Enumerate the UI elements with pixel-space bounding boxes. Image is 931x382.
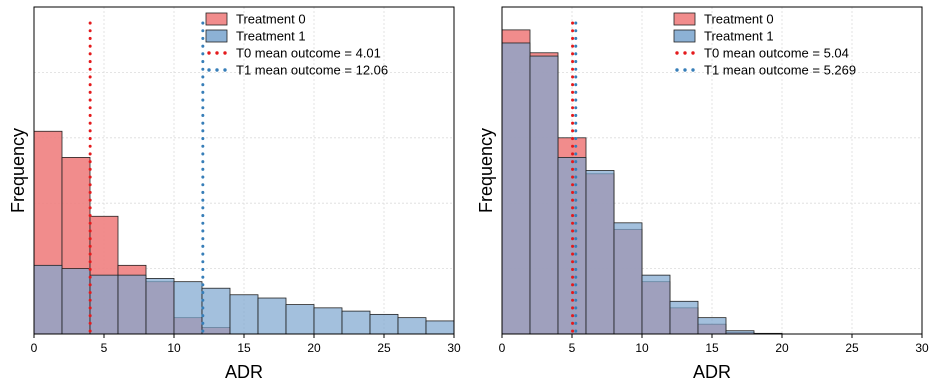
legend-swatch-0 [205,12,228,26]
bar-treatment1-bin-7 [697,317,727,335]
legend-label: Treatment 1 [704,29,774,44]
bar-treatment1-bin-2 [89,274,119,335]
legend-dot-2-1 [683,51,687,55]
x-axis-label: ADR [225,362,263,382]
legend-dot-3-0 [207,68,211,72]
bar-treatment1-bin-10 [313,307,343,335]
bar-treatment1-bin-11 [341,310,371,335]
legend-dot-2-1 [215,51,219,55]
bar-treatment1-bin-14 [425,320,455,335]
y-axis-label: Frequency [476,128,496,213]
legend-dot-3-1 [215,68,219,72]
legend-swatch-1 [205,29,228,43]
legend-swatch-1 [673,29,696,43]
legend-label: T1 mean outcome = 12.06 [236,63,388,78]
bar-treatment1-bin-1 [61,268,91,335]
bar-treatment1-bin-3 [117,274,147,335]
legend-dot-3-1 [683,68,687,72]
bar-treatment1-bin-3 [585,170,615,335]
legend-dot-2-0 [675,51,679,55]
legend-swatch-0 [673,12,696,26]
bar-treatment1-bin-12 [369,313,399,335]
legend-dot-2-2 [691,51,695,55]
bar-treatment1-bin-0 [33,264,63,335]
bar-treatment1-bin-6 [201,287,231,335]
bar-treatment1-bin-4 [613,222,643,335]
legend-label: Treatment 0 [236,12,306,27]
bar-treatment1-bin-6 [669,300,699,335]
x-tick-label: 0 [31,341,38,355]
x-tick-label: 30 [447,341,461,355]
x-tick-label: 10 [635,341,649,355]
x-tick-label: 25 [845,341,859,355]
legend-dot-2-0 [207,51,211,55]
bar-treatment1-bin-5 [641,274,671,335]
x-tick-label: 10 [167,341,181,355]
bar-treatment1-bin-1 [529,55,559,335]
legend-label: Treatment 1 [236,29,306,44]
x-tick-label: 20 [775,341,789,355]
x-tick-label: 15 [705,341,719,355]
legend-label: T0 mean outcome = 4.01 [236,46,381,61]
x-tick-label: 5 [569,341,576,355]
legend-label: T1 mean outcome = 5.269 [704,63,856,78]
x-axis-label: ADR [693,362,731,382]
x-tick-label: 5 [101,341,108,355]
x-tick-label: 0 [499,341,506,355]
legend-label: T0 mean outcome = 5.04 [704,46,849,61]
legend-dot-3-2 [223,68,227,72]
bar-treatment1-bin-9 [285,304,315,335]
bar-treatment1-bin-13 [397,317,427,335]
bar-treatment1-bin-8 [257,297,287,335]
legend: Treatment 0 Treatment 1 T0 mean outcome = … [673,12,856,78]
bar-treatment1-bin-7 [229,294,259,335]
x-tick-label: 30 [915,341,929,355]
bar-treatment1-bin-5 [173,281,203,335]
x-tick-label: 20 [307,341,321,355]
x-tick-label: 15 [237,341,251,355]
bar-treatment1-bin-4 [145,278,175,335]
x-tick-label: 25 [377,341,391,355]
y-axis-label: Frequency [8,128,28,213]
legend: Treatment 0 Treatment 1 T0 mean outcome = … [205,12,388,78]
legend-dot-3-0 [675,68,679,72]
bar-treatment1-bin-0 [501,42,531,335]
legend-dot-3-2 [691,68,695,72]
legend-dot-2-2 [223,51,227,55]
legend-label: Treatment 0 [704,12,774,27]
